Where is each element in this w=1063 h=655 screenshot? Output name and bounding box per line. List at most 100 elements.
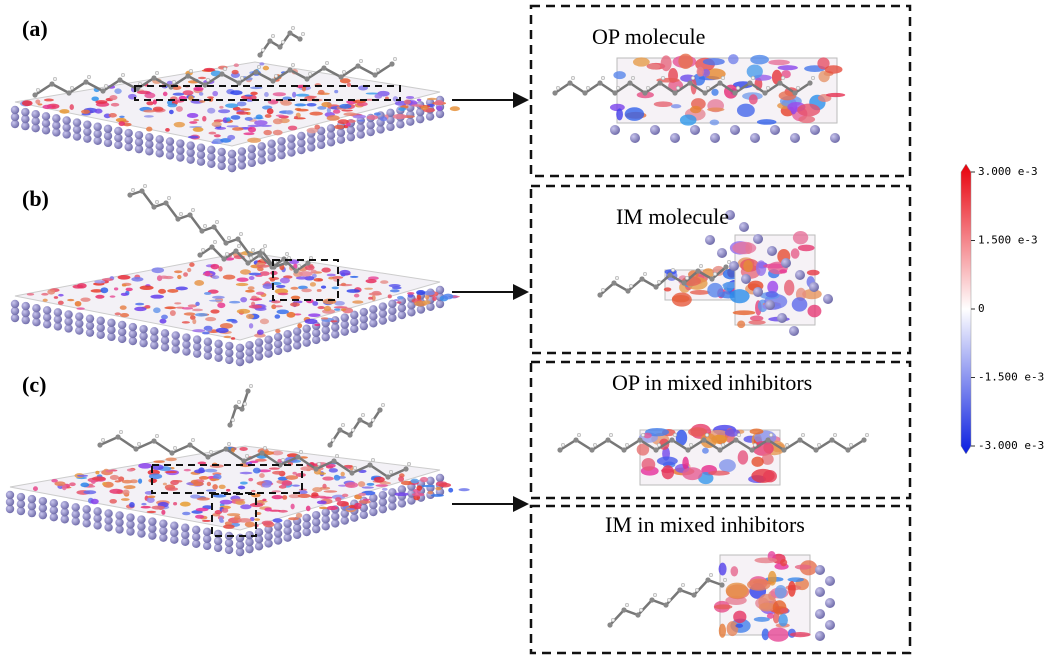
density-patch	[202, 116, 206, 122]
atom	[237, 244, 241, 248]
density-patch	[263, 283, 274, 289]
atom	[347, 432, 352, 437]
atom	[214, 340, 222, 348]
density-patch	[223, 336, 231, 338]
atom	[785, 443, 789, 447]
atom	[571, 76, 575, 80]
density-patch	[236, 283, 249, 286]
density-patch	[321, 102, 331, 107]
density-patch	[324, 490, 338, 492]
atom	[176, 139, 184, 147]
density-patch	[380, 280, 388, 284]
atom	[245, 454, 249, 458]
density-patch	[184, 312, 196, 315]
density-patch	[35, 99, 40, 104]
atom	[649, 597, 654, 602]
atom	[719, 582, 724, 587]
atom	[355, 63, 360, 68]
density-patch	[47, 289, 55, 294]
atom	[736, 86, 740, 90]
density-patch	[95, 100, 107, 104]
atom	[204, 338, 212, 346]
density-patch	[58, 301, 64, 305]
density-patch	[94, 109, 102, 114]
density-patch	[275, 329, 280, 333]
atom	[22, 302, 30, 310]
density-patch	[119, 121, 125, 126]
density-patch	[254, 518, 260, 521]
atom	[192, 526, 200, 534]
atom	[257, 252, 262, 257]
density-patch	[227, 125, 239, 127]
atom	[833, 433, 837, 437]
atom	[231, 418, 235, 422]
atom	[593, 443, 597, 447]
density-patch	[327, 274, 336, 277]
atom	[205, 454, 210, 459]
density-patch	[240, 108, 250, 111]
density-patch	[77, 475, 88, 477]
density-patch	[678, 54, 693, 69]
density-patch	[231, 337, 235, 340]
atom	[245, 388, 250, 393]
atom	[765, 437, 770, 442]
density-patch	[318, 90, 325, 95]
density-patch	[188, 136, 199, 139]
atom	[792, 90, 797, 95]
density-patch	[263, 130, 272, 135]
colorbar-label: -1.500 e-3	[978, 371, 1044, 384]
density-patch	[778, 65, 798, 70]
density-patch	[367, 115, 379, 120]
atom	[167, 196, 171, 200]
atom	[291, 63, 295, 67]
density-patch	[398, 107, 406, 111]
atom	[124, 129, 132, 137]
atom	[66, 90, 71, 95]
atom	[239, 406, 244, 411]
atom	[796, 86, 800, 90]
atom	[753, 287, 763, 297]
atom	[861, 437, 866, 442]
density-patch	[226, 117, 231, 121]
density-patch	[305, 319, 318, 324]
atom	[681, 583, 685, 587]
density-patch	[207, 96, 214, 98]
box-title: OP in mixed inhibitors	[612, 370, 812, 395]
density-patch	[730, 289, 750, 303]
atom	[287, 30, 292, 35]
density-patch	[380, 116, 387, 121]
density-patch	[296, 513, 302, 518]
density-patch	[318, 472, 326, 475]
atom	[762, 90, 767, 95]
atom	[209, 244, 214, 249]
density-patch	[167, 289, 178, 293]
atom	[657, 80, 662, 85]
density-patch	[144, 305, 150, 308]
atom	[302, 324, 310, 332]
atom	[172, 80, 176, 84]
atom	[777, 80, 782, 85]
density-patch	[163, 92, 168, 97]
density-patch	[42, 105, 52, 109]
atom	[691, 592, 696, 597]
density-patch	[173, 93, 185, 96]
density-patch	[256, 114, 263, 119]
density-patch	[314, 278, 324, 282]
density-patch	[292, 472, 296, 475]
atom	[705, 433, 709, 437]
density-patch	[190, 495, 201, 499]
atom	[723, 578, 727, 582]
atom	[151, 75, 156, 80]
atom	[327, 124, 335, 132]
atom	[236, 344, 244, 352]
density-patch	[333, 109, 341, 113]
density-patch	[780, 608, 789, 614]
density-patch	[237, 309, 250, 314]
density-patch	[37, 103, 42, 105]
atom	[115, 511, 123, 519]
density-patch	[768, 628, 789, 642]
atom	[305, 260, 310, 265]
density-patch	[120, 305, 127, 309]
atom	[765, 300, 775, 310]
atom	[695, 268, 700, 273]
